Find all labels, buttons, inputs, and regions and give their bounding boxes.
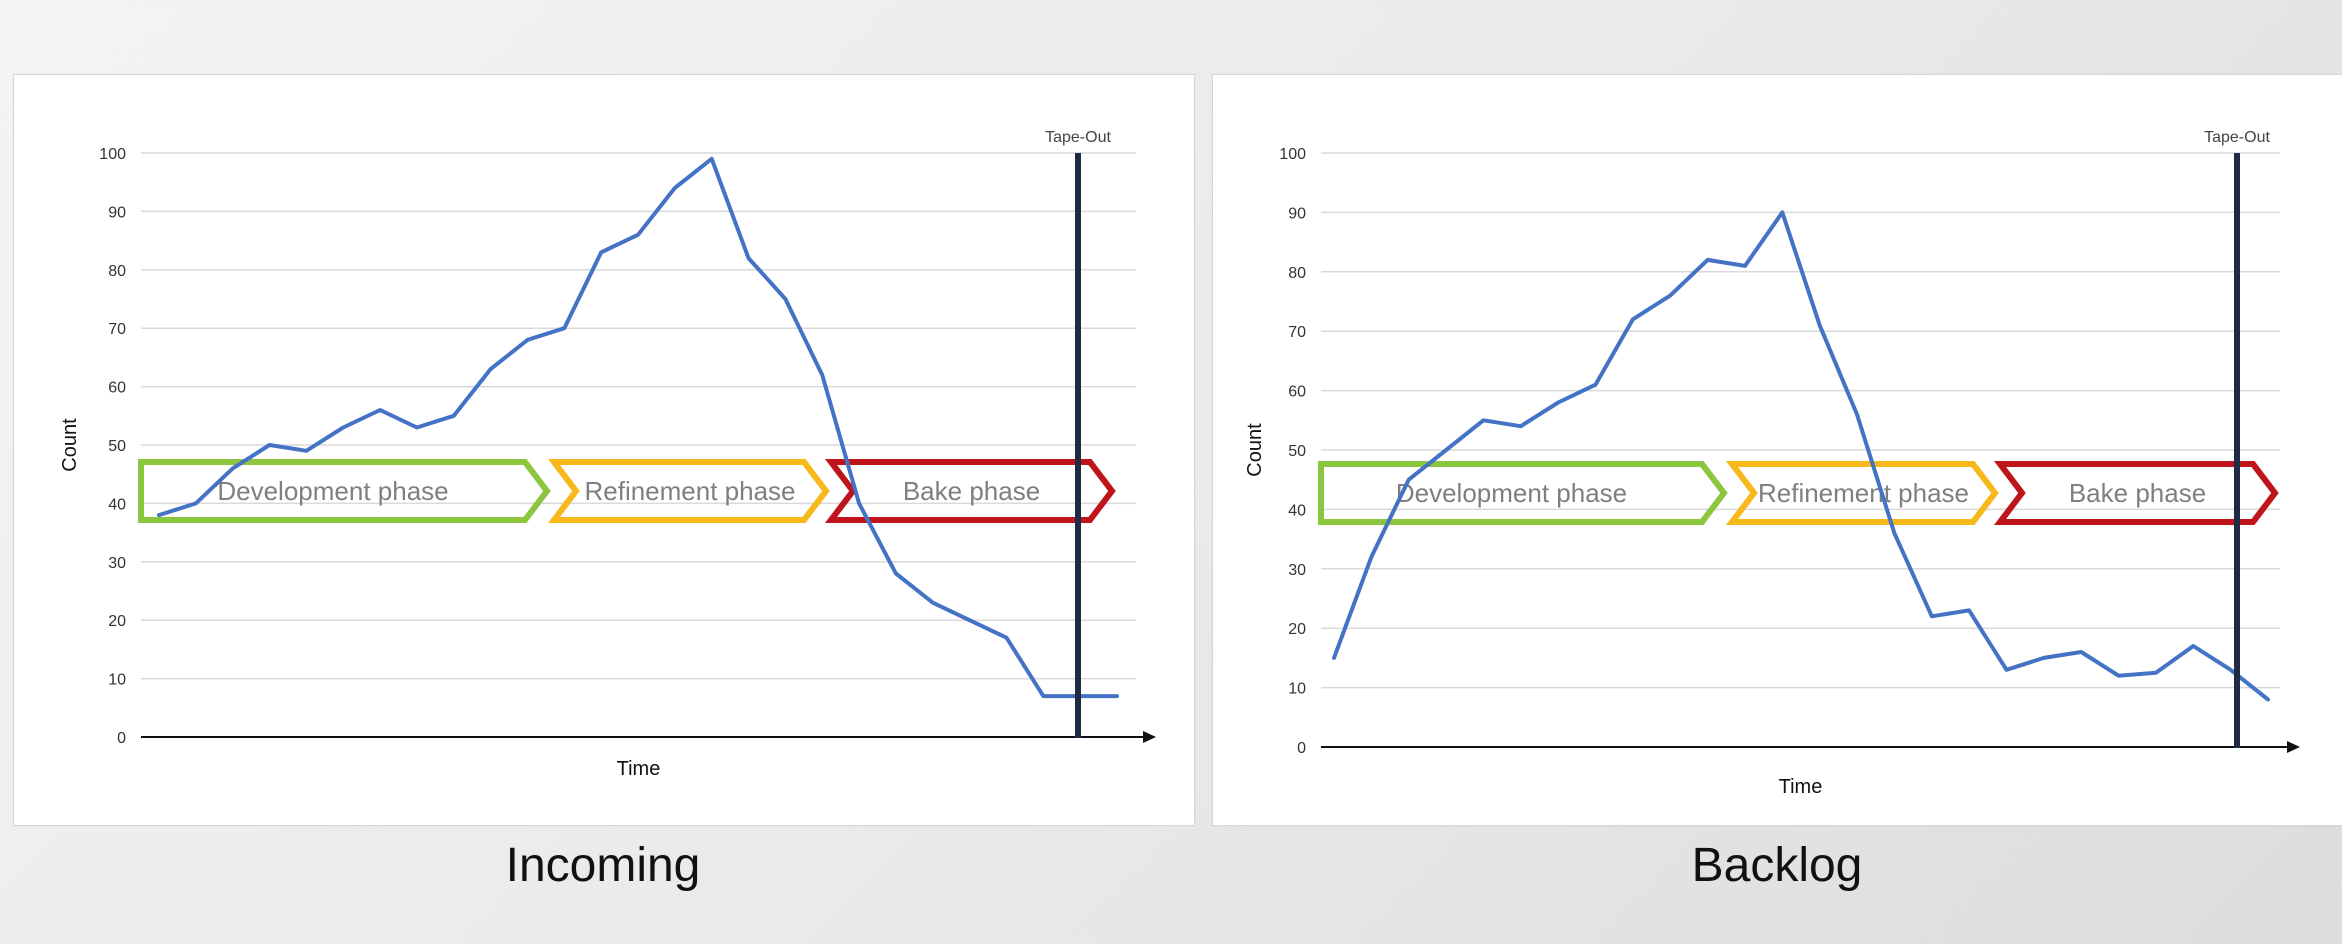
y-tick-label: 0 — [1297, 740, 1306, 757]
x-axis-arrow — [2287, 741, 2300, 753]
phase-label: Development phase — [1396, 478, 1627, 508]
y-tick-label: 60 — [108, 380, 126, 397]
y-tick-label: 90 — [108, 204, 126, 221]
x-axis-arrow — [1143, 731, 1156, 743]
y-tick-label: 30 — [108, 555, 126, 572]
y-tick-label: 10 — [108, 672, 126, 689]
y-tick-label: 50 — [108, 438, 126, 455]
x-axis-label: Time — [617, 758, 661, 780]
phase-arrow-refinement — [547, 459, 830, 523]
backlog-caption: Backlog — [1691, 839, 1863, 892]
incoming-caption: Incoming — [505, 839, 701, 892]
y-tick-label: 60 — [1288, 384, 1306, 401]
phase-arrow-bake — [824, 459, 1116, 523]
y-tick-label: 20 — [1288, 621, 1306, 638]
x-axis-label: Time — [1779, 776, 1823, 798]
phase-arrow-development — [1318, 461, 1728, 525]
y-tick-label: 10 — [1288, 681, 1306, 698]
series-line — [1332, 210, 2270, 702]
backlog-chart-panel: 0 10 20 30 40 50 60 70 80 90 100 Time Count Developme… — [1212, 74, 2342, 826]
y-axis-label: Count — [59, 418, 81, 472]
phase-label: Development phase — [217, 476, 448, 506]
y-tick-label: 70 — [1288, 324, 1306, 341]
y-tick-label: 100 — [1279, 146, 1306, 163]
y-axis-label: Count — [1244, 423, 1266, 477]
y-tick-label: 80 — [108, 263, 126, 280]
phase-arrow-refinement — [1725, 461, 1999, 525]
y-tick-label: 50 — [1288, 443, 1306, 460]
phase-label: Refinement phase — [584, 476, 795, 506]
y-tick-label: 30 — [1288, 562, 1306, 579]
tapeout-label: Tape-Out — [2204, 129, 2270, 146]
phase-label: Refinement phase — [1758, 478, 1969, 508]
phase-label: Bake phase — [2069, 478, 2206, 508]
phase-label: Bake phase — [903, 476, 1040, 506]
y-tick-label: 40 — [1288, 502, 1306, 519]
y-tick-label: 100 — [99, 146, 126, 163]
y-tick-label: 40 — [108, 496, 126, 513]
y-tick-label: 80 — [1288, 265, 1306, 282]
y-tick-label: 70 — [108, 321, 126, 338]
phase-arrow-bake — [1993, 461, 2279, 525]
y-tick-label: 20 — [108, 613, 126, 630]
incoming-chart-panel: 0 10 20 30 40 50 60 70 80 90 100 Time Count Developme… — [13, 74, 1195, 826]
tapeout-label: Tape-Out — [1045, 129, 1111, 146]
y-tick-label: 0 — [117, 730, 126, 747]
y-tick-label: 90 — [1288, 205, 1306, 222]
phase-arrow-development — [138, 459, 551, 523]
backlog-chart: 0 10 20 30 40 50 60 70 80 90 100 Time Count Developme… — [1244, 129, 2300, 798]
incoming-chart: 0 10 20 30 40 50 60 70 80 90 100 Time Count Developme… — [59, 129, 1156, 780]
series-line — [157, 156, 1119, 699]
